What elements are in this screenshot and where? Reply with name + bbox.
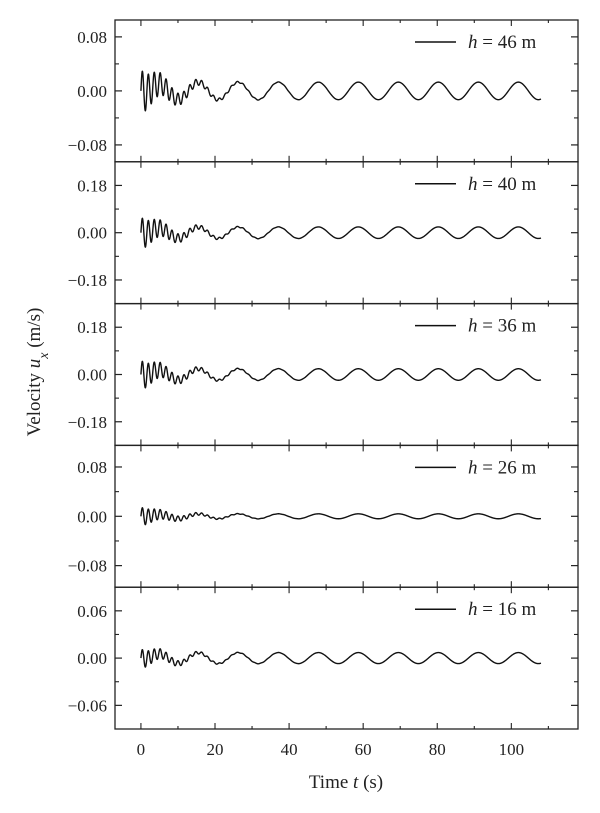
x-tick-label: 80 <box>429 740 446 759</box>
series-line <box>140 507 542 526</box>
legend-label: h = 36 m <box>468 316 536 337</box>
x-tick-label: 100 <box>499 740 525 759</box>
x-tick-label: 20 <box>207 740 224 759</box>
y-tick-label: 0.06 <box>77 602 107 621</box>
y-tick-label: 0.00 <box>77 649 107 668</box>
panel: 0.06 0.00 −0.06 h = 16 m <box>68 586 579 730</box>
y-tick-label: −0.08 <box>68 557 107 576</box>
legend-label: h = 26 m <box>468 457 536 478</box>
x-tick-label: 60 <box>355 740 372 759</box>
y-tick-label: 0.08 <box>77 458 107 477</box>
series-line <box>140 648 542 668</box>
series-line <box>140 360 542 389</box>
legend-label: h = 16 m <box>468 599 536 620</box>
y-tick-label: 0.08 <box>77 28 107 47</box>
y-tick-label: −0.08 <box>68 136 107 155</box>
x-axis-title: Time t (s) <box>309 772 383 793</box>
y-tick-label: 0.18 <box>77 318 107 337</box>
series-line <box>140 70 542 112</box>
panels-group: 0.08 0.00 −0.08 h = 46 m 0.18 0.00 −0.18 h = 40… <box>68 19 579 730</box>
y-tick-label: −0.18 <box>68 271 107 290</box>
legend-label: h = 46 m <box>468 32 536 53</box>
panel: 0.18 0.00 −0.18 h = 40 m <box>68 161 579 305</box>
panel: 0.18 0.00 −0.18 h = 36 m <box>68 302 579 447</box>
x-tick-label: 0 <box>137 740 146 759</box>
y-axis-title: Velocity ux (m/s) <box>24 308 52 437</box>
y-tick-label: 0.00 <box>77 366 107 385</box>
y-tick-label: 0.18 <box>77 176 107 195</box>
panel: 0.08 0.00 −0.08 h = 26 m <box>68 444 579 588</box>
x-tick-label: 40 <box>281 740 298 759</box>
panel: 0.08 0.00 −0.08 h = 46 m <box>68 19 579 163</box>
y-tick-label: 0.00 <box>77 82 107 101</box>
x-axis: 0 20 40 60 80 100 <box>137 740 524 759</box>
y-tick-label: 0.00 <box>77 224 107 243</box>
legend-label: h = 40 m <box>468 174 536 195</box>
y-tick-label: 0.00 <box>77 507 107 526</box>
y-tick-label: −0.18 <box>68 413 107 432</box>
series-line <box>140 217 542 248</box>
y-tick-label: −0.06 <box>68 696 107 715</box>
